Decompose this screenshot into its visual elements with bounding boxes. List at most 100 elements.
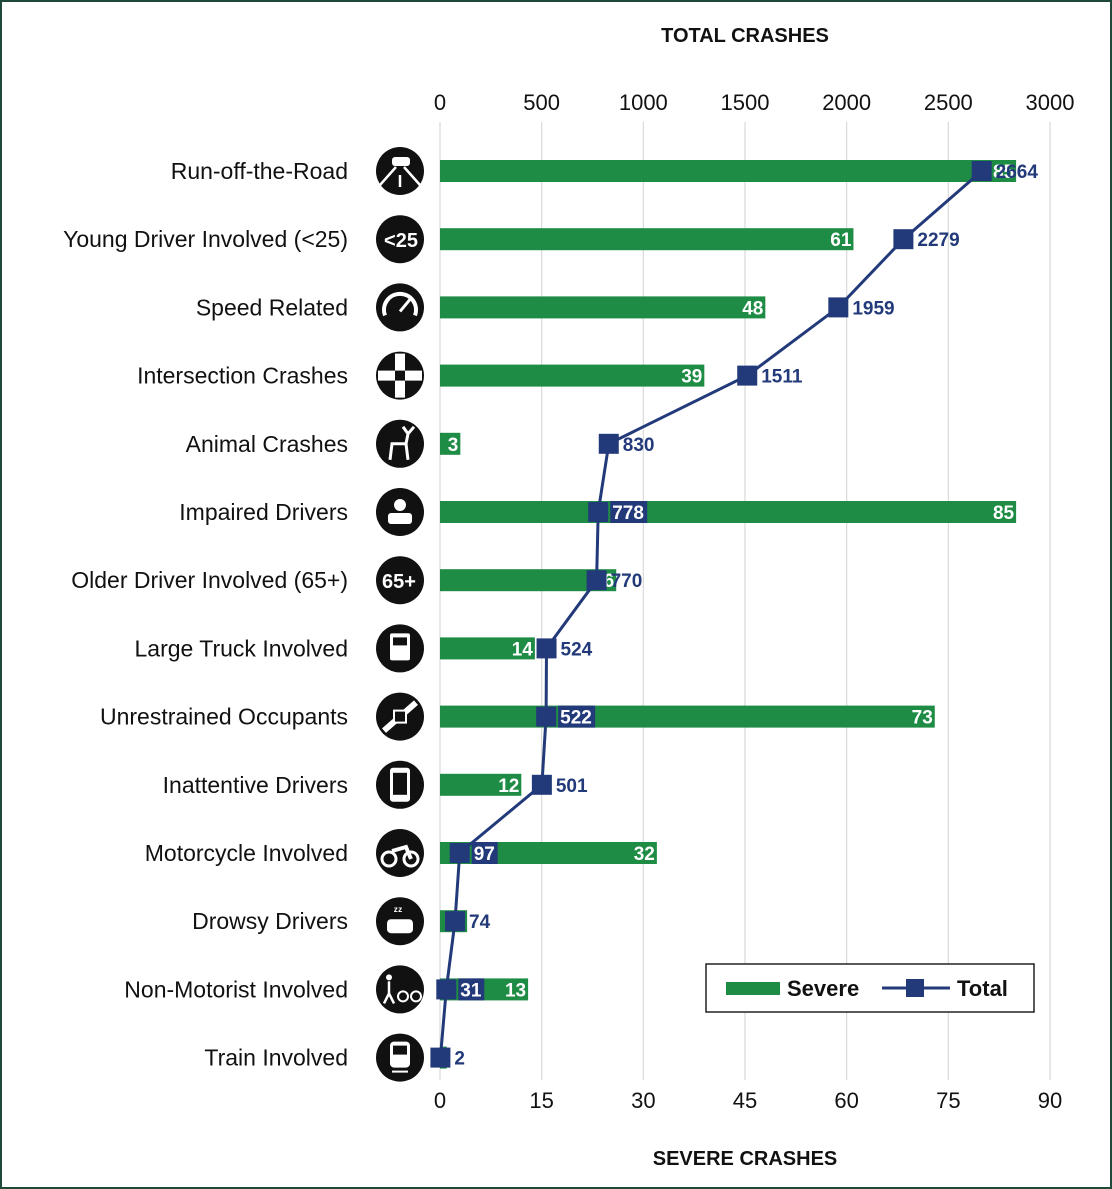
severe-bar [440,432,461,455]
total-value-label: 31 [460,980,482,1001]
severe-bar [440,501,1017,523]
total-value-label: 2664 [996,162,1039,183]
total-value-label: 2 [454,1049,465,1070]
severe-bar [440,160,1017,182]
total-marker [445,911,466,932]
bottom-tick-label: 15 [529,1088,553,1113]
total-marker [737,365,758,386]
top-tick-label: 2500 [924,90,973,115]
gridlines [439,122,1051,1080]
severe-value-label: 48 [742,298,763,319]
total-marker [430,1047,451,1068]
category-label: Impaired Drivers [179,499,348,525]
total-labels: 2664 2279 1959 1511 830 778 770 524 522 501 97 74 31… [454,162,1038,1070]
total-marker [588,502,609,522]
train-icon [376,1033,424,1082]
severe-bar [440,773,522,796]
category-label: Intersection Crashes [137,363,348,389]
severe-value-label: 32 [634,844,655,865]
severe-bars [440,160,1017,1069]
legend-total-marker [906,979,924,997]
total-value-label: 830 [623,435,655,456]
total-label-bg [610,501,648,523]
top-axis-ticks: 0 500 1000 1500 2000 2500 3000 [434,90,1075,115]
top-tick-label: 2000 [822,90,871,115]
bottom-tick-label: 30 [631,1088,655,1113]
category-label: Run-off-the-Road [171,158,348,184]
severe-value-label: 14 [512,639,534,660]
pedestrian-bicycle-icon [376,965,424,1014]
bottom-tick-label: 0 [434,1088,446,1113]
total-marker [449,843,470,863]
svg-text:65+: 65+ [382,571,416,593]
severe-bar [440,228,854,251]
seatbelt-icon [376,692,424,741]
bottom-tick-label: 60 [834,1088,858,1113]
bottom-tick-label: 75 [936,1088,960,1113]
bottom-axis-title: SEVERE CRASHES [653,1148,838,1170]
impaired-driver-icon [376,488,424,536]
total-marker [536,638,557,659]
total-label-bg [458,978,485,1001]
severe-value-label: 39 [681,367,702,388]
category-label: Animal Crashes [186,431,348,457]
severe-value-label: 12 [498,776,519,797]
top-tick-label: 3000 [1026,90,1075,115]
total-value-label: 74 [469,912,491,933]
svg-text:<25: <25 [384,230,418,252]
top-tick-label: 1000 [619,90,668,115]
total-markers [430,161,992,1068]
total-marker [598,433,619,454]
severe-value-label: 61 [830,230,852,251]
severe-bar [440,705,935,728]
truck-icon [376,624,424,673]
total-value-label: 1959 [852,298,894,319]
category-labels: Run-off-the-Road Young Driver Involved (<… [63,158,348,1071]
total-marker [586,570,607,591]
road-car-icon [376,147,424,195]
total-value-label: 778 [612,503,644,524]
older-driver-icon: 65+ [376,556,424,605]
total-label-bg [471,842,498,864]
severe-value-label: 3 [448,435,459,456]
top-tick-label: 0 [434,90,446,115]
total-marker [536,706,557,727]
category-label: Drowsy Drivers [192,908,348,934]
total-marker [436,979,457,1000]
bottom-tick-label: 90 [1038,1088,1062,1113]
total-label-bg [558,705,596,728]
total-value-label: 522 [560,708,592,729]
total-marker [828,297,849,318]
category-icons: <25 65+ ᶻᶻ [376,147,424,1082]
top-axis-title: TOTAL CRASHES [661,25,829,47]
category-label: Young Driver Involved (<25) [63,226,348,252]
category-label: Non-Motorist Involved [124,976,348,1002]
severe-value-label: 85 [993,162,1015,183]
category-label: Motorcycle Involved [145,840,348,866]
category-label: Speed Related [196,294,348,320]
top-tick-label: 1500 [721,90,770,115]
total-marker [971,161,992,181]
legend-total-label: Total [957,976,1008,1001]
svg-text:ᶻᶻ: ᶻᶻ [394,904,403,918]
total-marker [893,229,914,250]
severe-value-label: 85 [993,503,1015,524]
category-label: Inattentive Drivers [163,772,348,798]
total-value-label: 97 [474,844,495,865]
severe-value-label: 13 [505,980,526,1001]
phone-icon [376,760,424,809]
category-label: Older Driver Involved (65+) [71,567,348,593]
severe-bar [440,637,535,660]
speedometer-icon [376,283,424,332]
total-value-label: 1511 [761,367,803,388]
severe-bar [440,364,705,387]
total-line [438,169,983,1058]
category-label: Train Involved [204,1045,348,1071]
severe-value-label: 73 [912,708,933,729]
legend-severe-label: Severe [787,976,859,1001]
total-value-label: 501 [556,776,588,797]
category-label: Unrestrained Occupants [100,704,348,730]
category-label: Large Truck Involved [134,635,348,661]
deer-icon [376,419,424,468]
